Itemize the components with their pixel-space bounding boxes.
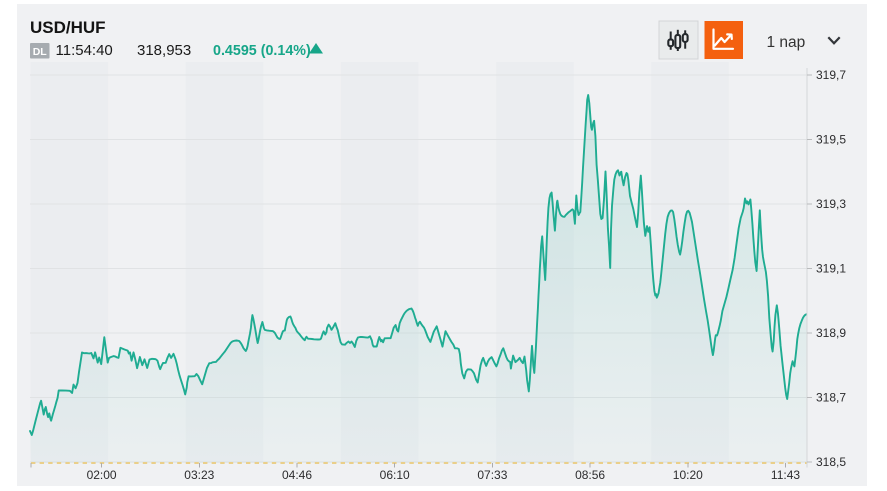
svg-text:04:46: 04:46 xyxy=(282,468,312,482)
svg-text:318,953: 318,953 xyxy=(137,42,191,59)
svg-text:319,1: 319,1 xyxy=(816,262,846,276)
svg-text:06:10: 06:10 xyxy=(380,468,410,482)
svg-text:USD/HUF: USD/HUF xyxy=(30,18,106,37)
svg-text:318,7: 318,7 xyxy=(816,391,846,405)
svg-text:08:56: 08:56 xyxy=(575,468,605,482)
svg-text:02:00: 02:00 xyxy=(87,468,117,482)
svg-text:319,7: 319,7 xyxy=(816,68,846,82)
svg-text:11:43: 11:43 xyxy=(771,468,800,482)
svg-text:DL: DL xyxy=(33,46,48,58)
svg-text:03:23: 03:23 xyxy=(184,468,214,482)
svg-text:319,3: 319,3 xyxy=(816,197,846,211)
svg-text:07:33: 07:33 xyxy=(477,468,507,482)
svg-text:10:20: 10:20 xyxy=(673,468,703,482)
svg-text:318,5: 318,5 xyxy=(816,455,846,469)
svg-text:1 nap: 1 nap xyxy=(767,34,806,51)
svg-text:0.4595 (0.14%): 0.4595 (0.14%) xyxy=(213,43,311,59)
svg-text:318,9: 318,9 xyxy=(816,326,846,340)
svg-text:11:54:40: 11:54:40 xyxy=(56,42,113,59)
svg-text:319,5: 319,5 xyxy=(816,133,846,147)
